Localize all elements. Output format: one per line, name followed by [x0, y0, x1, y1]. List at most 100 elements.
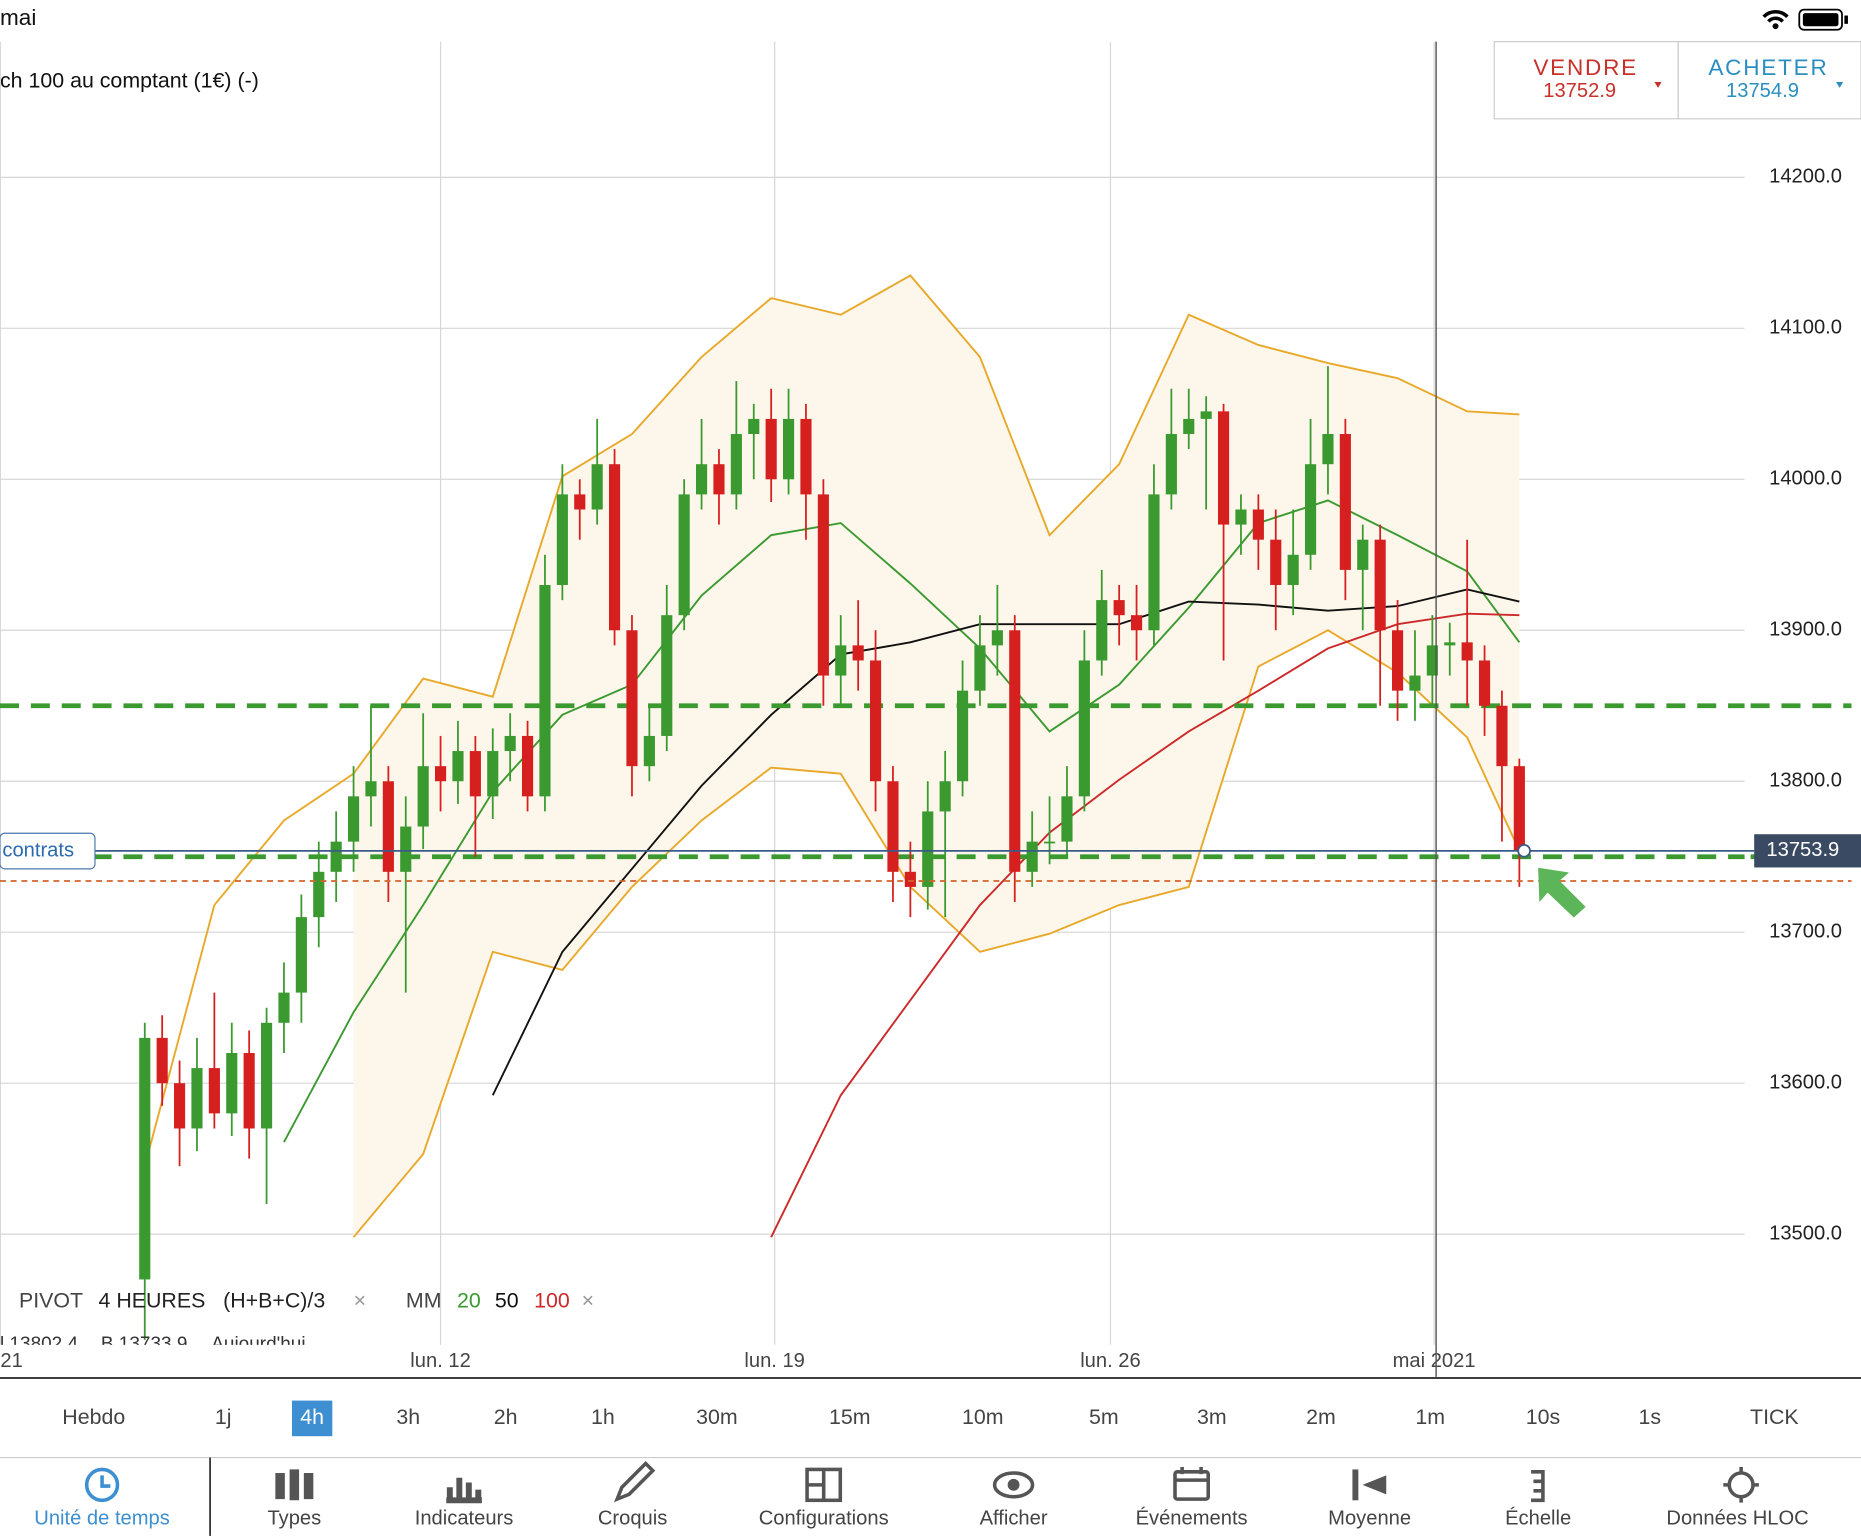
candle-body: [452, 751, 464, 782]
candle-body: [1148, 494, 1160, 631]
toolbar-button[interactable]: Échelle: [1505, 1507, 1571, 1530]
timeframe-option[interactable]: 1m: [1415, 1405, 1445, 1429]
buy-label: ACHETER: [1708, 55, 1828, 80]
x-tick-label: lun. 19: [744, 1350, 805, 1372]
candle-body: [487, 751, 499, 797]
candle-body: [208, 1068, 220, 1114]
remove-icon[interactable]: ×: [582, 1289, 594, 1313]
timeframe-option[interactable]: 1s: [1638, 1405, 1661, 1429]
y-tick-label: 13900.0: [1769, 619, 1842, 641]
candle-body: [1478, 660, 1491, 706]
buy-price: 13754.9: [1726, 80, 1799, 102]
candle-body: [922, 811, 934, 887]
position-tag[interactable]: [0, 832, 96, 870]
candle-body: [1183, 418, 1195, 435]
candle-body: [817, 494, 829, 676]
candle-body: [417, 766, 429, 827]
timeframe-option[interactable]: 2m: [1306, 1405, 1336, 1429]
pivot-high: l 13802.4: [0, 1334, 78, 1355]
candle-body: [1270, 539, 1282, 585]
candle-body: [939, 781, 951, 812]
candle-body: [330, 841, 342, 872]
candle-body: [1322, 434, 1334, 465]
toolbar-button[interactable]: Configurations: [759, 1508, 889, 1530]
candle-body: [1496, 705, 1508, 767]
candle-body: [1078, 660, 1090, 797]
buy-button[interactable]: [1677, 41, 1861, 120]
band-upper: [143, 274, 1520, 1167]
toolbar-button[interactable]: Données HLOC: [1666, 1508, 1808, 1530]
toolbar-button[interactable]: Indicateurs: [415, 1508, 514, 1530]
timeframe-option[interactable]: 3m: [1197, 1405, 1227, 1429]
x-tick-label: lun. 26: [1080, 1350, 1141, 1372]
candle-body: [156, 1037, 168, 1084]
toolbar-button[interactable]: Moyenne: [1328, 1508, 1411, 1530]
candle-body: [173, 1083, 186, 1129]
toolbar-button[interactable]: Croquis: [598, 1508, 667, 1530]
candle-body: [765, 418, 777, 480]
toolbar-button[interactable]: Événements: [1136, 1507, 1248, 1530]
current-price-label: 13753.9: [1766, 839, 1839, 861]
candle-body: [1113, 600, 1125, 616]
candle-body: [347, 796, 360, 842]
current-price-box: [1754, 834, 1861, 868]
candle-body: [1391, 630, 1404, 691]
candle-body: [1374, 539, 1386, 631]
candle-body: [556, 494, 568, 585]
trade-buttons: VENDRE 13752.9 ACHETER 13754.9: [1493, 41, 1861, 120]
candle-body: [1287, 554, 1299, 585]
candle-body: [521, 735, 534, 797]
timeframe-option[interactable]: Hebdo: [62, 1405, 125, 1429]
timeframe-option[interactable]: 1j: [215, 1405, 232, 1429]
candle-body: [1357, 539, 1369, 570]
timeframe-option[interactable]: 1h: [591, 1405, 615, 1429]
candle-body: [713, 464, 725, 495]
candle-body: [730, 434, 742, 495]
remove-icon[interactable]: ×: [354, 1289, 366, 1313]
moving-average: [770, 612, 1520, 1238]
timeframe-option[interactable]: 30m: [696, 1405, 738, 1429]
candle-body: [1252, 509, 1264, 540]
position-label: contrats: [2, 839, 74, 861]
candle-body: [852, 645, 864, 661]
pivot-low: B 13733.9: [101, 1334, 188, 1355]
toolbar-button[interactable]: Types: [267, 1508, 321, 1530]
timeframe-option[interactable]: 10m: [962, 1405, 1004, 1429]
timeframe-option[interactable]: 5m: [1089, 1405, 1119, 1429]
plot-area: [0, 41, 1745, 1345]
candle-body: [991, 630, 1003, 646]
y-tick-label: 13800.0: [1769, 770, 1842, 792]
pivot-label: PIVOT: [19, 1289, 83, 1313]
y-tick-label: 14200.0: [1769, 166, 1842, 188]
timeframe-option[interactable]: 2h: [494, 1405, 518, 1429]
x-tick-label: mai 2021: [1393, 1350, 1476, 1372]
candle-body: [591, 464, 603, 510]
toolbar-button[interactable]: Unité de temps: [34, 1508, 170, 1530]
candle-body: [295, 917, 307, 993]
legend-entry: 50: [495, 1289, 519, 1313]
candle-body: [835, 645, 847, 676]
x-tick-label: 2021: [0, 1350, 23, 1372]
timeframe-option[interactable]: TICK: [1750, 1405, 1799, 1429]
timeframe-option[interactable]: 3h: [396, 1405, 420, 1429]
pivot-formula: (H+B+C)/3: [223, 1289, 325, 1313]
candle-body: [539, 584, 551, 797]
candle-body: [869, 660, 882, 782]
candle-body: [191, 1068, 203, 1129]
timeframe-option[interactable]: 15m: [829, 1405, 871, 1429]
candle-body: [1409, 675, 1421, 691]
toolbar-button[interactable]: Afficher: [980, 1508, 1048, 1530]
timeframe-option[interactable]: 4h: [300, 1405, 324, 1429]
band-lower: [352, 629, 1521, 1238]
candle-body: [1009, 630, 1021, 872]
y-tick-label: 13600.0: [1769, 1072, 1842, 1094]
candle-body: [608, 464, 621, 631]
timeframe-option[interactable]: 10s: [1526, 1405, 1560, 1429]
candle-body: [1061, 796, 1073, 842]
candle-body: [956, 690, 969, 782]
toolbar: Unité de temps Types Indicateurs Croquis Con…: [34, 1460, 1809, 1530]
candle-body: [1200, 411, 1212, 419]
candle-body: [382, 781, 394, 872]
candle-body: [626, 630, 638, 767]
